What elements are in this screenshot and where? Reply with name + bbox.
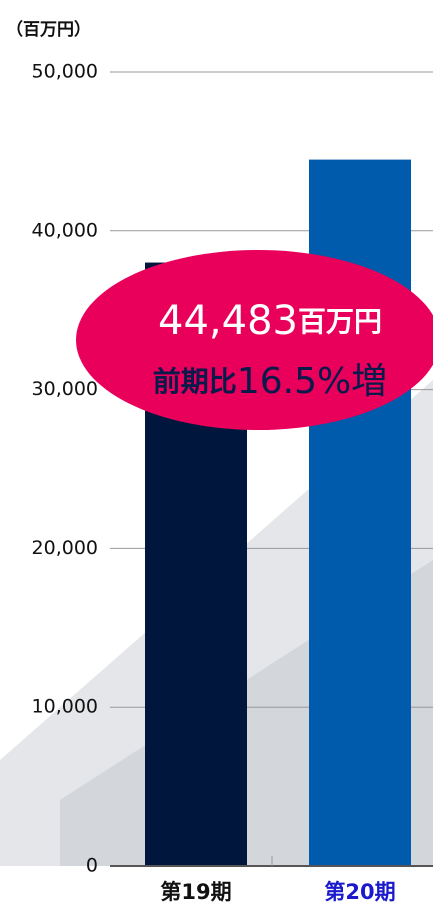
y-tick-label: 10,000 bbox=[32, 696, 98, 718]
annotation-prefix: 前期比 bbox=[153, 365, 237, 398]
unit-label: （百万円） bbox=[6, 19, 91, 40]
y-tick-label: 50,000 bbox=[32, 61, 98, 83]
annotation-growth: 16.5%増 bbox=[237, 361, 387, 402]
annotation-amount: 44,483 bbox=[158, 298, 298, 344]
annotation-unit: 百万円 bbox=[298, 305, 382, 338]
y-tick-label: 0 bbox=[86, 855, 98, 877]
chart: （百万円） 0 10,000 20,000 30,000 40,000 50,000 第19… bbox=[0, 0, 433, 914]
y-tick-label: 30,000 bbox=[32, 378, 98, 400]
y-tick-label: 40,000 bbox=[32, 219, 98, 241]
y-tick-label: 20,000 bbox=[32, 537, 98, 559]
x-tick-label: 第19期 bbox=[160, 880, 231, 904]
annotation-line: 44,483百万円 bbox=[158, 298, 382, 344]
annotation-line: 前期比16.5%増 bbox=[153, 361, 387, 402]
x-tick-label: 第20期 bbox=[324, 880, 395, 904]
